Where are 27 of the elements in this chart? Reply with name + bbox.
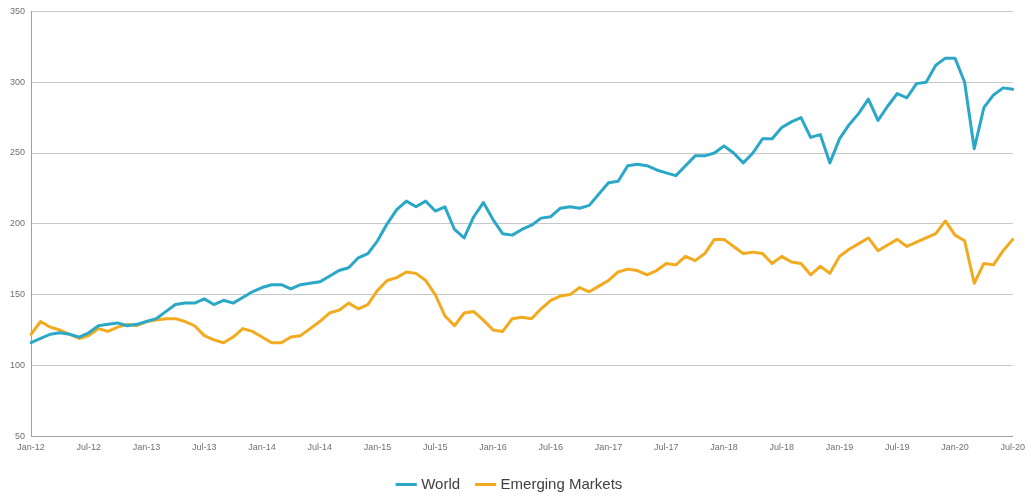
x-tick-label: Jan-12 [17,442,45,453]
x-tick-label: Jan-20 [941,442,969,453]
x-tick-label: Jul-19 [884,442,910,453]
y-tick-label: 300 [9,76,26,87]
x-tick-label: Jul-16 [538,442,564,453]
x-tick-label: Jul-13 [192,442,217,453]
x-tick-label: Jul-15 [423,442,448,453]
x-tick-label: Jul-14 [307,442,333,453]
y-tick-label: 50 [15,430,26,441]
y-tick-label: 100 [9,359,26,370]
x-tick-label: Jan-14 [248,442,276,453]
x-tick-label: Jan-17 [594,442,623,453]
x-tick-label: Jan-15 [363,442,392,453]
x-tick-label: Jan-16 [479,442,507,453]
x-tick-label: Jul-17 [653,442,679,453]
legend-label: Emerging Markets [500,474,623,492]
x-tick-label: Jan-13 [132,442,161,453]
y-tick-label: 200 [9,218,26,229]
y-tick-label: 150 [9,289,26,300]
x-tick-label: Jul-20 [1000,442,1025,453]
legend-label: World [421,474,461,492]
x-tick-label: Jul-18 [769,442,795,453]
y-tick-label: 250 [9,147,26,158]
y-tick-label: 350 [9,5,26,16]
x-tick-label: Jul-12 [76,442,102,453]
x-tick-label: Jan-18 [710,442,738,453]
x-tick-label: Jan-19 [825,442,854,453]
